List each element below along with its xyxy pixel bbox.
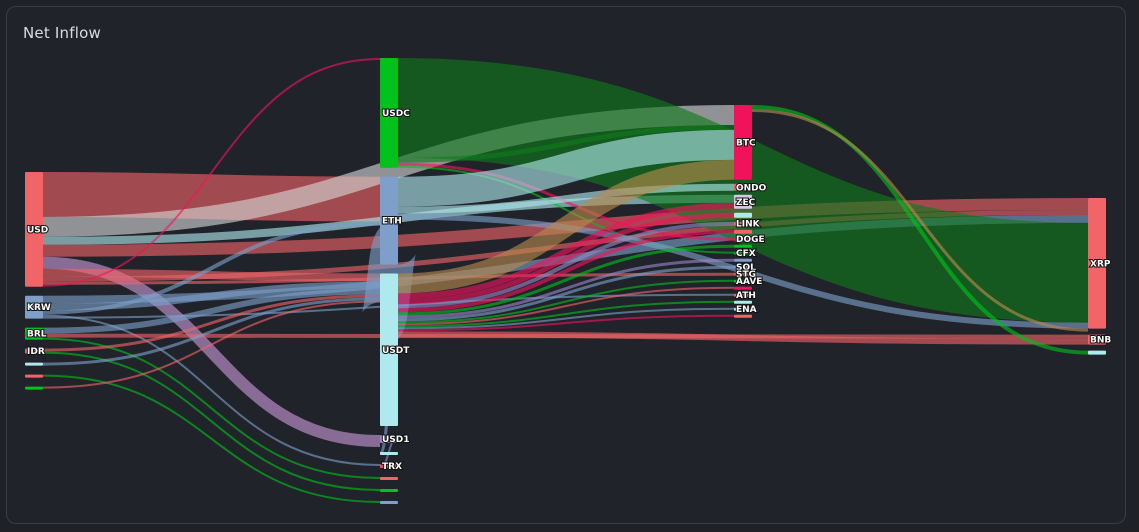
- node-label-sol: SOL: [736, 263, 756, 273]
- node-bnb[interactable]: [1088, 334, 1106, 345]
- node-trx[interactable]: [380, 464, 398, 469]
- node-label-usd: USD: [27, 225, 48, 235]
- node-label-xrp: XRP: [1090, 259, 1111, 269]
- node-m3[interactable]: [380, 489, 398, 493]
- link-usdt-zec[interactable]: [397, 202, 735, 300]
- node-label-usd1: USD1: [382, 435, 410, 445]
- link-usdt-sol[interactable]: [397, 265, 735, 322]
- node-label-usdc: USDC: [382, 109, 410, 119]
- link-usdt-c1[interactable]: [397, 212, 735, 305]
- node-label-krw: KRW: [27, 303, 51, 313]
- link-usdt-bnb[interactable]: [397, 331, 1089, 345]
- node-label-ena: ENA: [736, 305, 757, 315]
- node-link[interactable]: [734, 221, 752, 226]
- link-usdt-aave[interactable]: [397, 279, 735, 324]
- node-m4[interactable]: [380, 501, 398, 505]
- link-usdt-btc[interactable]: [397, 159, 735, 294]
- node-c6[interactable]: [734, 300, 752, 304]
- link-brl-usdt[interactable]: [42, 288, 381, 334]
- node-c2[interactable]: [734, 229, 752, 234]
- node-brl[interactable]: [25, 327, 43, 340]
- link-idr-m3[interactable]: [42, 351, 381, 492]
- node-label-cfx: CFX: [736, 249, 756, 259]
- link-eth-btc[interactable]: [397, 129, 735, 207]
- link-btc-other[interactable]: [751, 105, 1089, 355]
- node-btc[interactable]: [734, 105, 752, 180]
- node-usd1[interactable]: [380, 435, 398, 444]
- node-krw[interactable]: [25, 295, 43, 319]
- link-krw-trx[interactable]: [42, 314, 381, 467]
- node-usdt[interactable]: [380, 273, 398, 427]
- node-label-idr: IDR: [27, 347, 45, 357]
- link-usdt-c4[interactable]: [397, 258, 735, 319]
- node-usdc[interactable]: [380, 58, 398, 168]
- node-c4[interactable]: [734, 258, 752, 262]
- node-c1[interactable]: [734, 212, 752, 218]
- node-label-ath: ATH: [736, 291, 756, 301]
- node-idr[interactable]: [25, 348, 43, 354]
- link-idr-usdt[interactable]: [42, 294, 381, 352]
- link-krw-usdt[interactable]: [42, 281, 381, 311]
- node-label-bnb: BNB: [1090, 336, 1111, 346]
- node-stg[interactable]: [734, 272, 752, 276]
- link-s3-usdt[interactable]: [42, 300, 381, 389]
- link-s1-usdt[interactable]: [42, 297, 381, 366]
- link-usdt-ena[interactable]: [397, 307, 735, 330]
- node-s1[interactable]: [25, 362, 43, 366]
- link-usdt-c3[interactable]: [397, 244, 735, 316]
- link-usdt-c2[interactable]: [397, 229, 735, 313]
- node-usd[interactable]: [25, 172, 43, 287]
- node-s3[interactable]: [25, 386, 43, 390]
- node-m2[interactable]: [380, 477, 398, 481]
- node-ath[interactable]: [734, 293, 752, 297]
- node-eth[interactable]: [380, 176, 398, 265]
- node-aave[interactable]: [734, 279, 752, 283]
- node-label-stg: STG: [736, 270, 756, 280]
- node-label-brl: BRL: [27, 330, 47, 340]
- node-label-doge: DOGE: [736, 235, 765, 245]
- node-label-zec: ZEC: [736, 198, 756, 208]
- link-eth-xrp[interactable]: [397, 213, 1089, 329]
- node-zec[interactable]: [734, 194, 752, 209]
- node-sol[interactable]: [734, 265, 752, 269]
- node-label-usdt: USDT: [382, 346, 410, 356]
- link-usdt-c5[interactable]: [397, 286, 735, 326]
- node-label-aave: AAVE: [736, 277, 762, 287]
- node-xrp[interactable]: [1088, 198, 1106, 329]
- link-brl-m2[interactable]: [42, 337, 381, 480]
- node-label-trx: TRX: [382, 462, 402, 472]
- node-c7[interactable]: [734, 314, 752, 318]
- node-cfx[interactable]: [734, 251, 752, 255]
- node-label-eth: ETH: [382, 217, 402, 227]
- node-label-ondo: ONDO: [736, 183, 767, 193]
- link-s2-m4[interactable]: [42, 374, 381, 504]
- link-eth-ondo[interactable]: [397, 183, 735, 214]
- sankey-labels: USD KRW BRL IDR USDC ETH USDT USD1 TRX BTC ONDO ZEC…: [26, 108, 1112, 473]
- node-c3[interactable]: [734, 244, 752, 248]
- node-label-link: LINK: [736, 220, 761, 230]
- link-usd-usdc[interactable]: [42, 57, 381, 287]
- node-m1[interactable]: [380, 452, 398, 456]
- sankey-nodes: [25, 58, 1106, 505]
- node-doge[interactable]: [734, 237, 752, 241]
- link-usdt-c7[interactable]: [397, 314, 735, 332]
- node-ena[interactable]: [734, 307, 752, 311]
- node-label-btc: BTC: [736, 138, 756, 148]
- link-btc-xrp[interactable]: [751, 108, 1089, 332]
- link-usdc-btc[interactable]: [397, 124, 735, 163]
- node-other[interactable]: [1088, 350, 1106, 355]
- node-c5[interactable]: [734, 286, 752, 290]
- link-krw-eth[interactable]: [42, 221, 381, 315]
- link-usdt-c6[interactable]: [397, 300, 735, 328]
- node-s2[interactable]: [25, 374, 43, 378]
- panel-title: Net Inflow: [23, 24, 101, 42]
- node-ondo[interactable]: [734, 183, 752, 191]
- link-usdt-link[interactable]: [397, 221, 735, 309]
- sankey-links: [42, 57, 1089, 504]
